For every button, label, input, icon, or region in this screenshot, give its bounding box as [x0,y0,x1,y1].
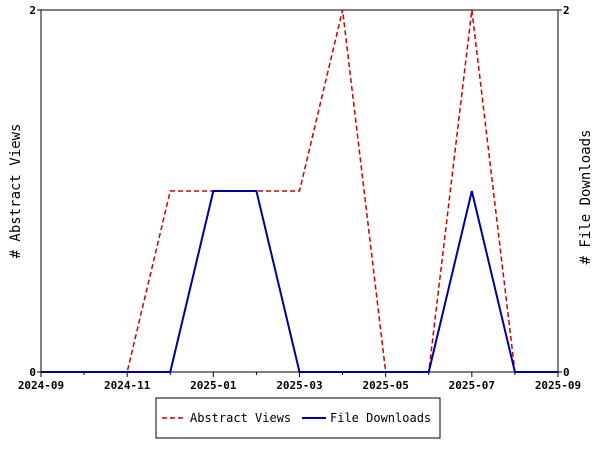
x-tick-label: 2025-09 [535,379,581,392]
y-axis-left: 02 [29,4,41,379]
legend: Abstract Views File Downloads [155,397,441,439]
y-tick-label-right: 2 [563,4,570,17]
legend-label-abstract-views: Abstract Views [190,411,291,425]
y-tick-label-right: 0 [563,366,570,379]
x-axis: 2024-09 2024-11 2025-01 2025-03 2025-05 2025-… [18,372,581,392]
x-tick-label: 2025-01 [190,379,237,392]
series-line-file-downloads [41,190,558,373]
x-tick-label: 2025-03 [276,379,322,392]
x-tick-label: 2024-09 [18,379,64,392]
y-axis-right: 02 [558,4,570,379]
y-tick-label-left: 0 [29,366,36,379]
x-tick-label: 2024-11 [104,379,151,392]
y-axis-right-title: # File Downloads [578,130,594,265]
x-tick-label: 2025-05 [362,379,408,392]
legend-box [155,397,441,439]
series-lines [41,9,558,373]
y-tick-label-left: 2 [29,4,36,17]
x-tick-label: 2025-07 [449,379,495,392]
legend-label-file-downloads: File Downloads [330,411,431,425]
series-line-abstract-views [41,9,558,373]
y-axis-left-title: # Abstract Views [8,124,24,259]
